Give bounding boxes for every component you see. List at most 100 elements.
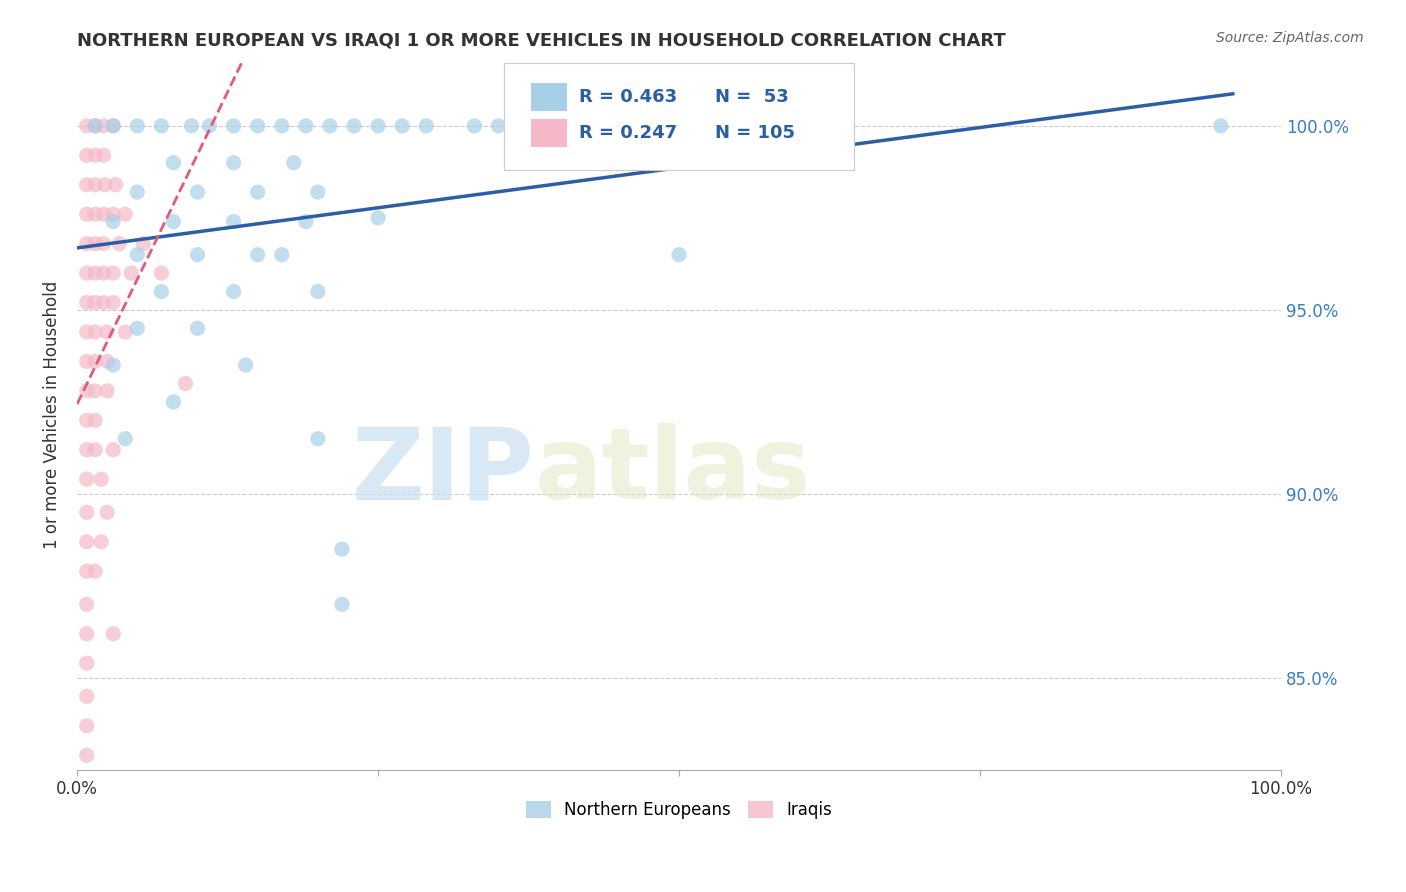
Point [127, 185, 149, 199]
Point [186, 185, 208, 199]
Point [84, 384, 107, 398]
Point [84, 266, 107, 280]
Point [76, 564, 98, 578]
Point [76, 384, 98, 398]
Point [104, 178, 127, 192]
Point [76, 119, 98, 133]
Point [76, 442, 98, 457]
Point [96, 505, 118, 519]
Point [668, 248, 690, 262]
Point [222, 214, 245, 228]
Point [132, 236, 155, 251]
Text: N = 105: N = 105 [716, 124, 796, 142]
Point [198, 119, 221, 133]
Point [127, 119, 149, 133]
Point [330, 598, 353, 612]
Point [103, 358, 125, 372]
Point [76, 534, 98, 549]
Point [76, 657, 98, 671]
Point [76, 236, 98, 251]
Point [76, 325, 98, 339]
Point [84, 178, 107, 192]
Point [103, 207, 125, 221]
Point [186, 248, 208, 262]
Point [93, 266, 115, 280]
Point [295, 119, 318, 133]
Point [76, 748, 98, 763]
Point [76, 266, 98, 280]
Point [174, 376, 197, 391]
Point [1209, 119, 1232, 133]
Text: R = 0.247: R = 0.247 [579, 124, 678, 142]
Point [114, 432, 136, 446]
Point [391, 119, 413, 133]
Point [76, 148, 98, 162]
Point [84, 413, 107, 427]
Point [93, 119, 115, 133]
Point [307, 432, 329, 446]
Point [103, 119, 125, 133]
Point [283, 155, 305, 169]
Point [150, 119, 173, 133]
Point [84, 236, 107, 251]
Text: R = 0.463: R = 0.463 [579, 88, 678, 106]
Point [103, 627, 125, 641]
Text: NORTHERN EUROPEAN VS IRAQI 1 OR MORE VEHICLES IN HOUSEHOLD CORRELATION CHART: NORTHERN EUROPEAN VS IRAQI 1 OR MORE VEH… [77, 31, 1007, 49]
Point [162, 155, 184, 169]
Point [270, 119, 292, 133]
Point [76, 295, 98, 310]
Point [295, 214, 318, 228]
Point [103, 295, 125, 310]
Point [367, 211, 389, 225]
Point [162, 395, 184, 409]
Point [162, 214, 184, 228]
Point [84, 148, 107, 162]
Point [536, 119, 558, 133]
Point [76, 413, 98, 427]
FancyBboxPatch shape [505, 63, 853, 169]
Point [222, 119, 245, 133]
Point [96, 325, 118, 339]
Point [103, 119, 125, 133]
Point [108, 236, 131, 251]
Point [270, 248, 292, 262]
Point [96, 384, 118, 398]
Point [512, 119, 534, 133]
Point [84, 119, 107, 133]
Point [127, 248, 149, 262]
Point [93, 236, 115, 251]
Y-axis label: 1 or more Vehicles in Household: 1 or more Vehicles in Household [44, 281, 60, 549]
Point [76, 207, 98, 221]
Point [90, 534, 112, 549]
Point [307, 285, 329, 299]
Point [76, 690, 98, 704]
FancyBboxPatch shape [531, 119, 567, 147]
Text: Source: ZipAtlas.com: Source: ZipAtlas.com [1216, 31, 1364, 45]
Point [367, 119, 389, 133]
Point [488, 119, 510, 133]
Point [90, 472, 112, 486]
Point [84, 564, 107, 578]
Point [94, 178, 117, 192]
Point [330, 542, 353, 557]
Point [222, 285, 245, 299]
Point [180, 119, 202, 133]
Point [463, 119, 485, 133]
Point [84, 207, 107, 221]
Point [76, 627, 98, 641]
Point [84, 119, 107, 133]
Point [728, 119, 751, 133]
Point [76, 719, 98, 733]
Point [343, 119, 366, 133]
Point [307, 185, 329, 199]
Point [186, 321, 208, 335]
Point [76, 354, 98, 368]
Point [150, 266, 173, 280]
Point [93, 207, 115, 221]
Point [103, 442, 125, 457]
Text: atlas: atlas [534, 423, 811, 520]
Point [84, 354, 107, 368]
Point [127, 321, 149, 335]
Point [96, 354, 118, 368]
Point [246, 248, 269, 262]
